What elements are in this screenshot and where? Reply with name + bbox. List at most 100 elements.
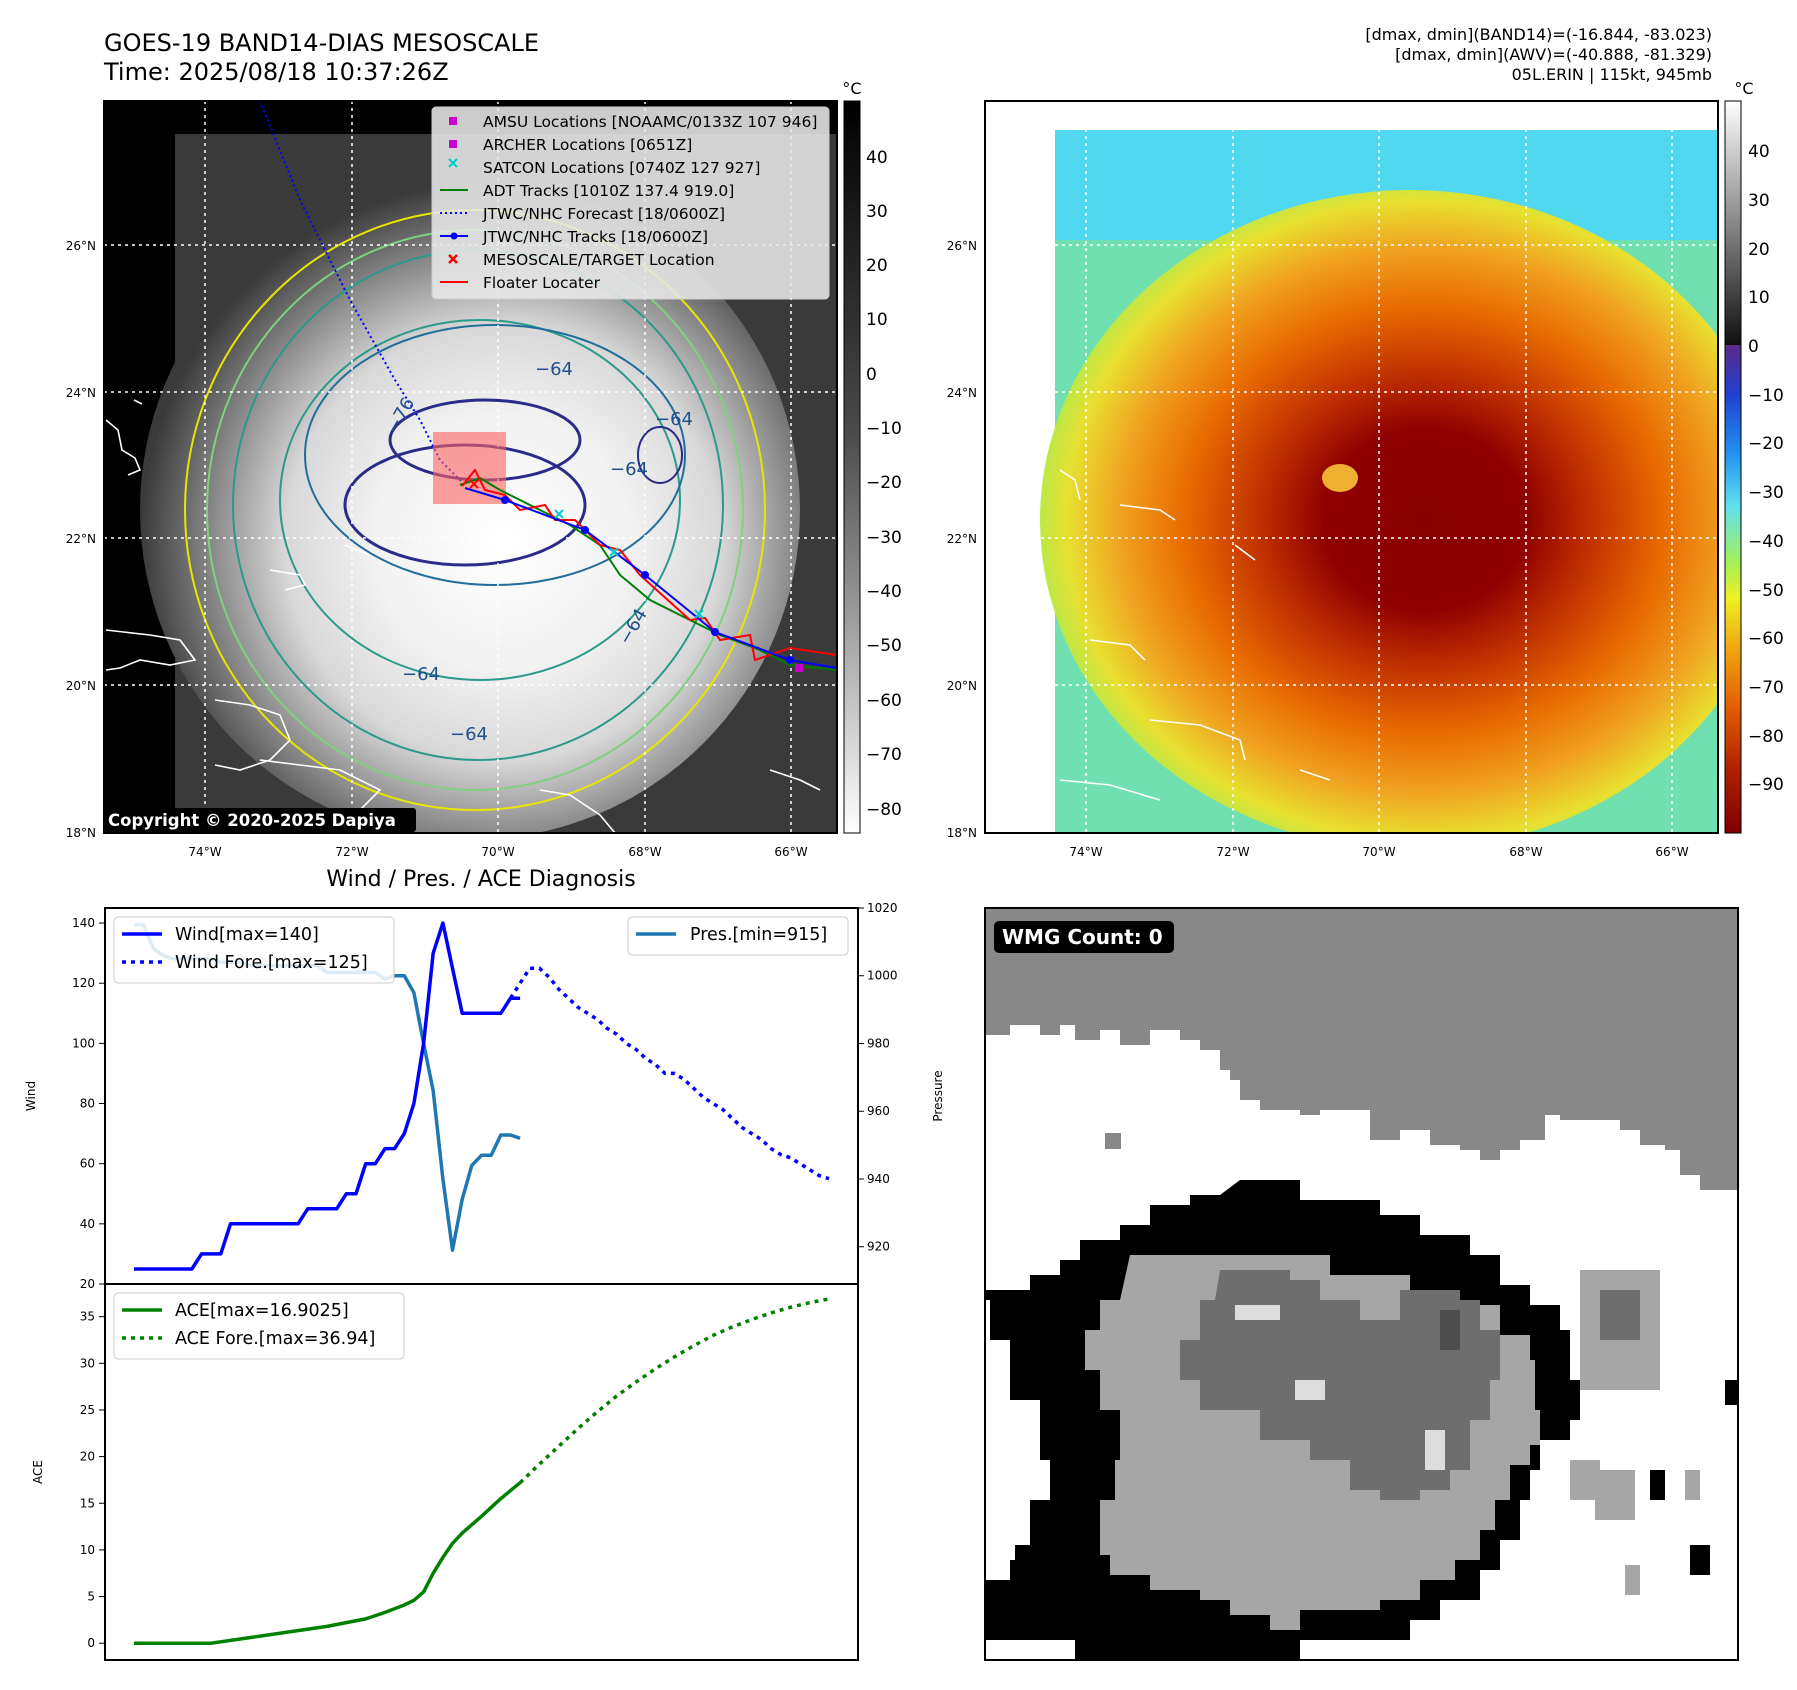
colorbar-tick: −20 xyxy=(1748,434,1784,454)
legend-label: ARCHER Locations [0651Z] xyxy=(483,136,692,154)
colorbar-tick: −10 xyxy=(1748,386,1784,406)
ace-axis-tick-label: 25 xyxy=(80,1403,95,1417)
colorbar-tick: −80 xyxy=(866,800,902,820)
colorbar-tick: 10 xyxy=(1748,288,1770,308)
lon-label: 68°W xyxy=(628,845,661,859)
lat-label: 26°N xyxy=(66,239,96,253)
colorbar-tick: 30 xyxy=(866,202,888,222)
colorbar-unit: °C xyxy=(1734,79,1753,98)
pressure-axis-label: Pressure xyxy=(931,1070,945,1121)
wind-axis-tick-label: 100 xyxy=(72,1036,95,1050)
ace-forecast-line xyxy=(518,1297,830,1484)
colorbar-tick: −20 xyxy=(866,473,902,493)
colorbar-tick: −50 xyxy=(1748,581,1784,601)
wind-line xyxy=(134,921,521,1271)
lat-label: 26°N xyxy=(947,239,977,253)
lon-label: 70°W xyxy=(1362,845,1395,859)
legend-label: ADT Tracks [1010Z 137.4 919.0] xyxy=(483,182,734,200)
legend-wind-forecast: Wind Fore.[max=125] xyxy=(175,953,368,973)
lat-label: 24°N xyxy=(947,386,977,400)
contour-label: −64 xyxy=(535,359,573,380)
wind-pressure-chart: 20 40 60 80 100 120 140 920 940 960 980 1000 1020 W… xyxy=(24,901,945,1291)
lat-label: 22°N xyxy=(947,532,977,546)
colorbar-tick: 0 xyxy=(866,365,877,385)
legend-label: SATCON Locations [0740Z 127 927] xyxy=(483,159,760,177)
legend-ace-forecast: ACE Fore.[max=36.94] xyxy=(175,1329,375,1349)
ace-axis-tick-label: 5 xyxy=(87,1590,95,1604)
diagnosis-title: Wind / Pres. / ACE Diagnosis xyxy=(326,867,635,892)
wmg-panel: WMG Count: 0 xyxy=(984,907,1739,1661)
contour-label: −64 xyxy=(610,459,648,480)
lat-label: 24°N xyxy=(66,386,96,400)
lon-label: 72°W xyxy=(1216,845,1249,859)
colorbar-left: °C 40 30 20 10 0 −10 −20 −30 −40 −50 −60… xyxy=(842,79,902,834)
lon-label: 72°W xyxy=(335,845,368,859)
lon-label: 66°W xyxy=(1655,845,1688,859)
pressure-axis-tick-label: 920 xyxy=(867,1240,890,1254)
wind-legend: Wind[max=140] Wind Fore.[max=125] xyxy=(113,916,395,984)
lon-label: 70°W xyxy=(481,845,514,859)
ace-axis-label: ACE xyxy=(31,1460,45,1484)
colorbar-right: °C 40 30 20 10 0 −10 −20 −30 −40 −50 −60… xyxy=(1724,79,1784,834)
ace-axis-tick-label: 30 xyxy=(80,1356,95,1370)
lat-label: 18°N xyxy=(66,826,96,840)
wmg-gray-top xyxy=(985,908,1738,1190)
colorbar-tick: −40 xyxy=(1748,532,1784,552)
pressure-axis-tick-label: 1000 xyxy=(867,969,898,983)
colorbar-tick: 40 xyxy=(866,148,888,168)
legend-label: JTWC/NHC Forecast [18/0600Z] xyxy=(482,205,725,223)
legend-label: AMSU Locations [NOAAMC/0133Z 107 946] xyxy=(483,113,817,131)
lon-label: 74°W xyxy=(1069,845,1102,859)
wmg-count-label: WMG Count: 0 xyxy=(1002,925,1163,949)
color-map-panel: 26°N 24°N 22°N 20°N 18°N 74°W 72°W 70°W … xyxy=(947,100,1719,859)
colorbar-unit: °C xyxy=(842,79,861,98)
pressure-legend: Pres.[min=915] xyxy=(627,916,849,956)
colorbar-tick: −30 xyxy=(1748,483,1784,503)
wind-axis-label: Wind xyxy=(24,1081,38,1111)
wind-axis-tick-label: 80 xyxy=(80,1097,95,1111)
ir-cloud-shield xyxy=(140,180,800,833)
ace-axis-tick-label: 15 xyxy=(80,1496,95,1510)
colorbar-tick: −60 xyxy=(1748,629,1784,649)
info-line2: [dmax, dmin](AWV)=(-40.888, -81.329) xyxy=(1395,45,1712,64)
ace-axis-tick-label: 0 xyxy=(87,1636,95,1650)
lon-label: 74°W xyxy=(188,845,221,859)
colorbar-tick: −30 xyxy=(866,528,902,548)
colorbar-tick: −60 xyxy=(866,691,902,711)
wind-axis-tick-label: 60 xyxy=(80,1157,95,1171)
pressure-axis-tick-label: 940 xyxy=(867,1172,890,1186)
colorbar-tick: 0 xyxy=(1748,337,1759,357)
wind-axis-tick-label: 20 xyxy=(80,1277,95,1291)
info-line1: [dmax, dmin](BAND14)=(-16.844, -83.023) xyxy=(1365,25,1712,44)
colorbar-tick: 40 xyxy=(1748,142,1770,162)
lat-label: 20°N xyxy=(66,679,96,693)
jtwc-forecast-track xyxy=(259,101,466,486)
ace-axis-tick-label: 35 xyxy=(80,1310,95,1324)
target-location-marker xyxy=(469,479,479,489)
colorbar-tick: −50 xyxy=(866,636,902,656)
lon-label: 68°W xyxy=(1509,845,1542,859)
color-cloud-shield xyxy=(1040,190,1718,833)
ace-chart: 0 5 10 15 20 25 30 35 ACE ACE[max=16.9025] ACE … xyxy=(31,1283,859,1661)
adt-track xyxy=(459,476,837,671)
contour-label: −64 xyxy=(655,409,693,430)
legend-pressure: Pres.[min=915] xyxy=(690,925,827,945)
colorbar-tick: −90 xyxy=(1748,775,1784,795)
legend-label: JTWC/NHC Tracks [18/0600Z] xyxy=(482,228,708,246)
pressure-axis-tick-label: 980 xyxy=(867,1036,890,1050)
legend-ace: ACE[max=16.9025] xyxy=(175,1301,349,1321)
ace-legend: ACE[max=16.9025] ACE Fore.[max=36.94] xyxy=(113,1292,405,1360)
legend-wind: Wind[max=140] xyxy=(175,925,319,945)
colorbar-tick: −40 xyxy=(866,582,902,602)
ir-map-panel: −64 −76 −64 −64 −64 −64 −64 AMSU Locatio… xyxy=(66,100,838,859)
contour-label: −64 xyxy=(402,664,440,685)
wind-axis-tick-label: 120 xyxy=(72,976,95,990)
colorbar-tick: −70 xyxy=(1748,678,1784,698)
figure-title-line2: Time: 2025/08/18 10:37:26Z xyxy=(103,58,449,86)
wind-axis-tick-label: 140 xyxy=(72,916,95,930)
legend-label: Floater Locater xyxy=(483,274,601,292)
colorbar-tick: −80 xyxy=(1748,727,1784,747)
ace-axis-tick-label: 20 xyxy=(80,1450,95,1464)
ace-line xyxy=(134,1481,522,1645)
